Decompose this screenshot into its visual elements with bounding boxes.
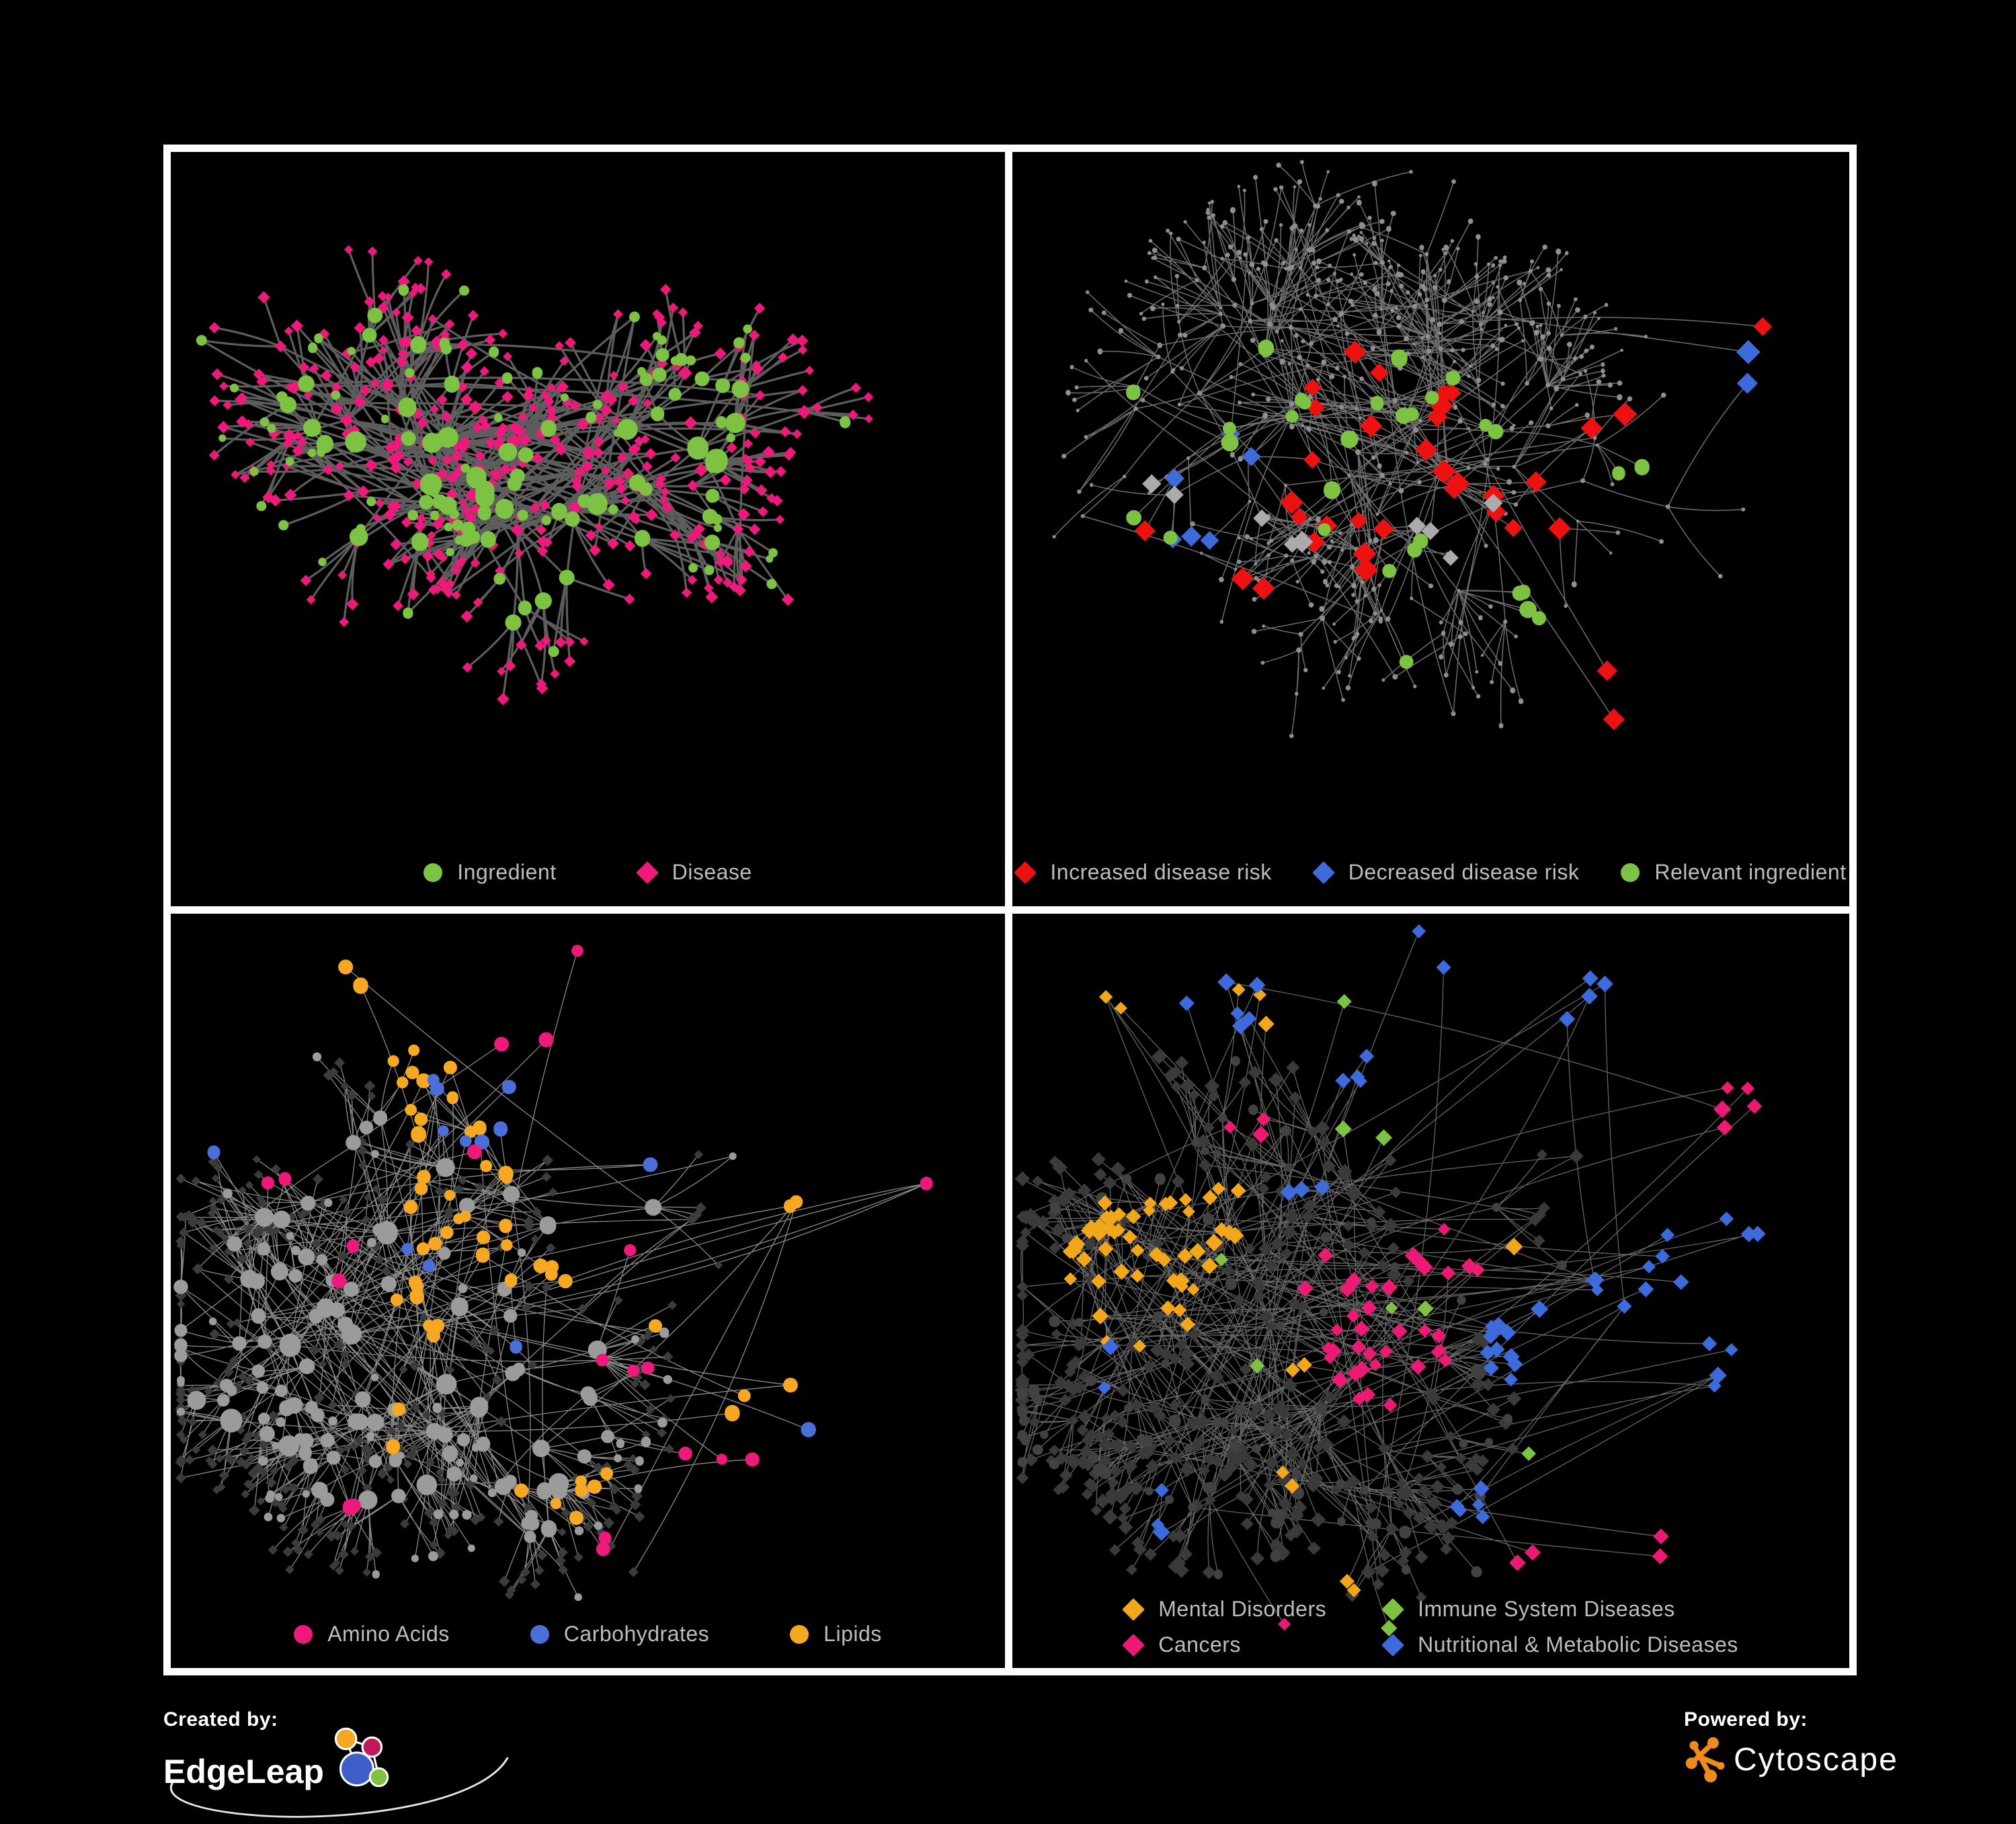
- cytoscape-network-icon: [1685, 1737, 1725, 1783]
- legend-item-immune-system-diseases: Immune System Diseases: [1381, 1597, 1738, 1622]
- legend-label: Lipids: [823, 1622, 882, 1646]
- legend-disease-categories: Mental Disorders Immune System Diseases Ca…: [1012, 1597, 1849, 1657]
- legend-item-disease: Disease: [635, 860, 752, 885]
- diamond-marker: [1312, 861, 1335, 884]
- legend-label: Nutritional & Metabolic Diseases: [1418, 1632, 1738, 1657]
- powered-by-label: Powered by:: [1684, 1708, 1808, 1731]
- network-nodes: [1014, 1049, 1584, 1603]
- legend-item-mental-disorders: Mental Disorders: [1122, 1597, 1327, 1622]
- legend-disease-risk: Increased disease risk Decreased disease …: [1012, 860, 1849, 885]
- legend-label: Disease: [672, 860, 752, 884]
- diamond-marker: [1381, 1597, 1405, 1621]
- edgeleap-wordmark: EdgeLeap: [163, 1753, 324, 1790]
- legend-label: Ingredient: [457, 860, 557, 884]
- edgeleap-logo: EdgeLeap: [163, 1727, 540, 1818]
- edgeleap-node-green: [368, 1767, 389, 1788]
- legend-label: Increased disease risk: [1050, 860, 1272, 884]
- created-by-label: Created by:: [163, 1708, 278, 1731]
- circle-marker: [424, 863, 443, 882]
- network-highlight-nodes: [1223, 1081, 1763, 1630]
- legend-label: Decreased disease risk: [1348, 860, 1580, 884]
- circle-marker: [530, 1624, 549, 1644]
- edgeleap-node-crimson: [361, 1736, 383, 1758]
- diamond-marker: [1122, 1597, 1145, 1621]
- legend-item-decreased-disease-risk: Decreased disease risk: [1312, 860, 1580, 885]
- circle-marker: [1621, 863, 1640, 882]
- network-nodes: [1052, 160, 1746, 738]
- legend-item-nutritional-metabolic-diseases: Nutritional & Metabolic Diseases: [1381, 1632, 1738, 1657]
- legend-label: Carbohydrates: [563, 1622, 710, 1646]
- panel-disease-categories: Mental Disorders Immune System Diseases Ca…: [1012, 914, 1849, 1668]
- legend-item-lipids: Lipids: [790, 1622, 882, 1647]
- network-nutrient-groups: [173, 945, 933, 1601]
- circle-marker: [790, 1624, 809, 1644]
- edgeleap-node-blue: [339, 1751, 374, 1787]
- edgeleap-network-icon: [334, 1727, 389, 1788]
- legend-label: Relevant ingredient: [1654, 860, 1847, 884]
- edgeleap-node-orange: [334, 1727, 358, 1751]
- cytoscape-logo: Cytoscape: [1684, 1735, 1898, 1784]
- legend-label: Immune System Diseases: [1418, 1597, 1675, 1621]
- cytoscape-wordmark: Cytoscape: [1734, 1741, 1898, 1778]
- network-edges: [1053, 161, 1763, 736]
- legend-item-relevant-ingredient: Relevant ingredient: [1621, 860, 1846, 885]
- edgeleap-swoosh: [169, 1757, 509, 1818]
- network-nodes: [208, 245, 874, 706]
- network-disease-risk: [1052, 160, 1773, 738]
- legend-label: Cancers: [1158, 1632, 1241, 1657]
- diamond-marker: [1014, 861, 1037, 884]
- legend-item-cancers: Cancers: [1122, 1632, 1326, 1657]
- network-highlight-nodes: [1126, 340, 1650, 669]
- panel-disease-risk: Increased disease risk Decreased disease …: [1012, 152, 1849, 906]
- legend-item-ingredient: Ingredient: [424, 860, 556, 885]
- legend-item-increased-disease-risk: Increased disease risk: [1014, 860, 1272, 885]
- legend-item-amino-acids: Amino Acids: [294, 1622, 450, 1647]
- network-disease-categories: [1014, 924, 1766, 1636]
- diamond-marker: [635, 861, 659, 884]
- network-nodes: [196, 284, 851, 658]
- edgeleap-credit: Created by: EdgeLeap: [163, 1708, 540, 1818]
- legend-label: Mental Disorders: [1158, 1597, 1327, 1621]
- panel-grid: Ingredient Disease Increased disease risk…: [163, 145, 1857, 1675]
- legend-label: Amino Acids: [327, 1622, 450, 1646]
- panel-ingredient-disease: Ingredient Disease: [171, 152, 1005, 906]
- diamond-marker: [1381, 1633, 1405, 1657]
- circle-marker: [294, 1624, 313, 1644]
- network-highlight-nodes: [1134, 317, 1773, 731]
- panel-nutrient-groups: Amino Acids Carbohydrates Lipids: [171, 914, 1005, 1668]
- legend-nutrient-groups: Amino Acids Carbohydrates Lipids: [171, 1622, 1005, 1647]
- legend-item-carbohydrates: Carbohydrates: [530, 1622, 709, 1647]
- network-highlight-nodes: [338, 959, 803, 1525]
- network-nodes: [175, 1057, 723, 1599]
- diamond-marker: [1122, 1633, 1145, 1657]
- cytoscape-credit: Powered by: Cytoscape: [1684, 1708, 1898, 1784]
- legend-ingredient-disease: Ingredient Disease: [171, 860, 1005, 885]
- network-ingredient-disease: [196, 245, 874, 706]
- network-nodes: [173, 1052, 737, 1601]
